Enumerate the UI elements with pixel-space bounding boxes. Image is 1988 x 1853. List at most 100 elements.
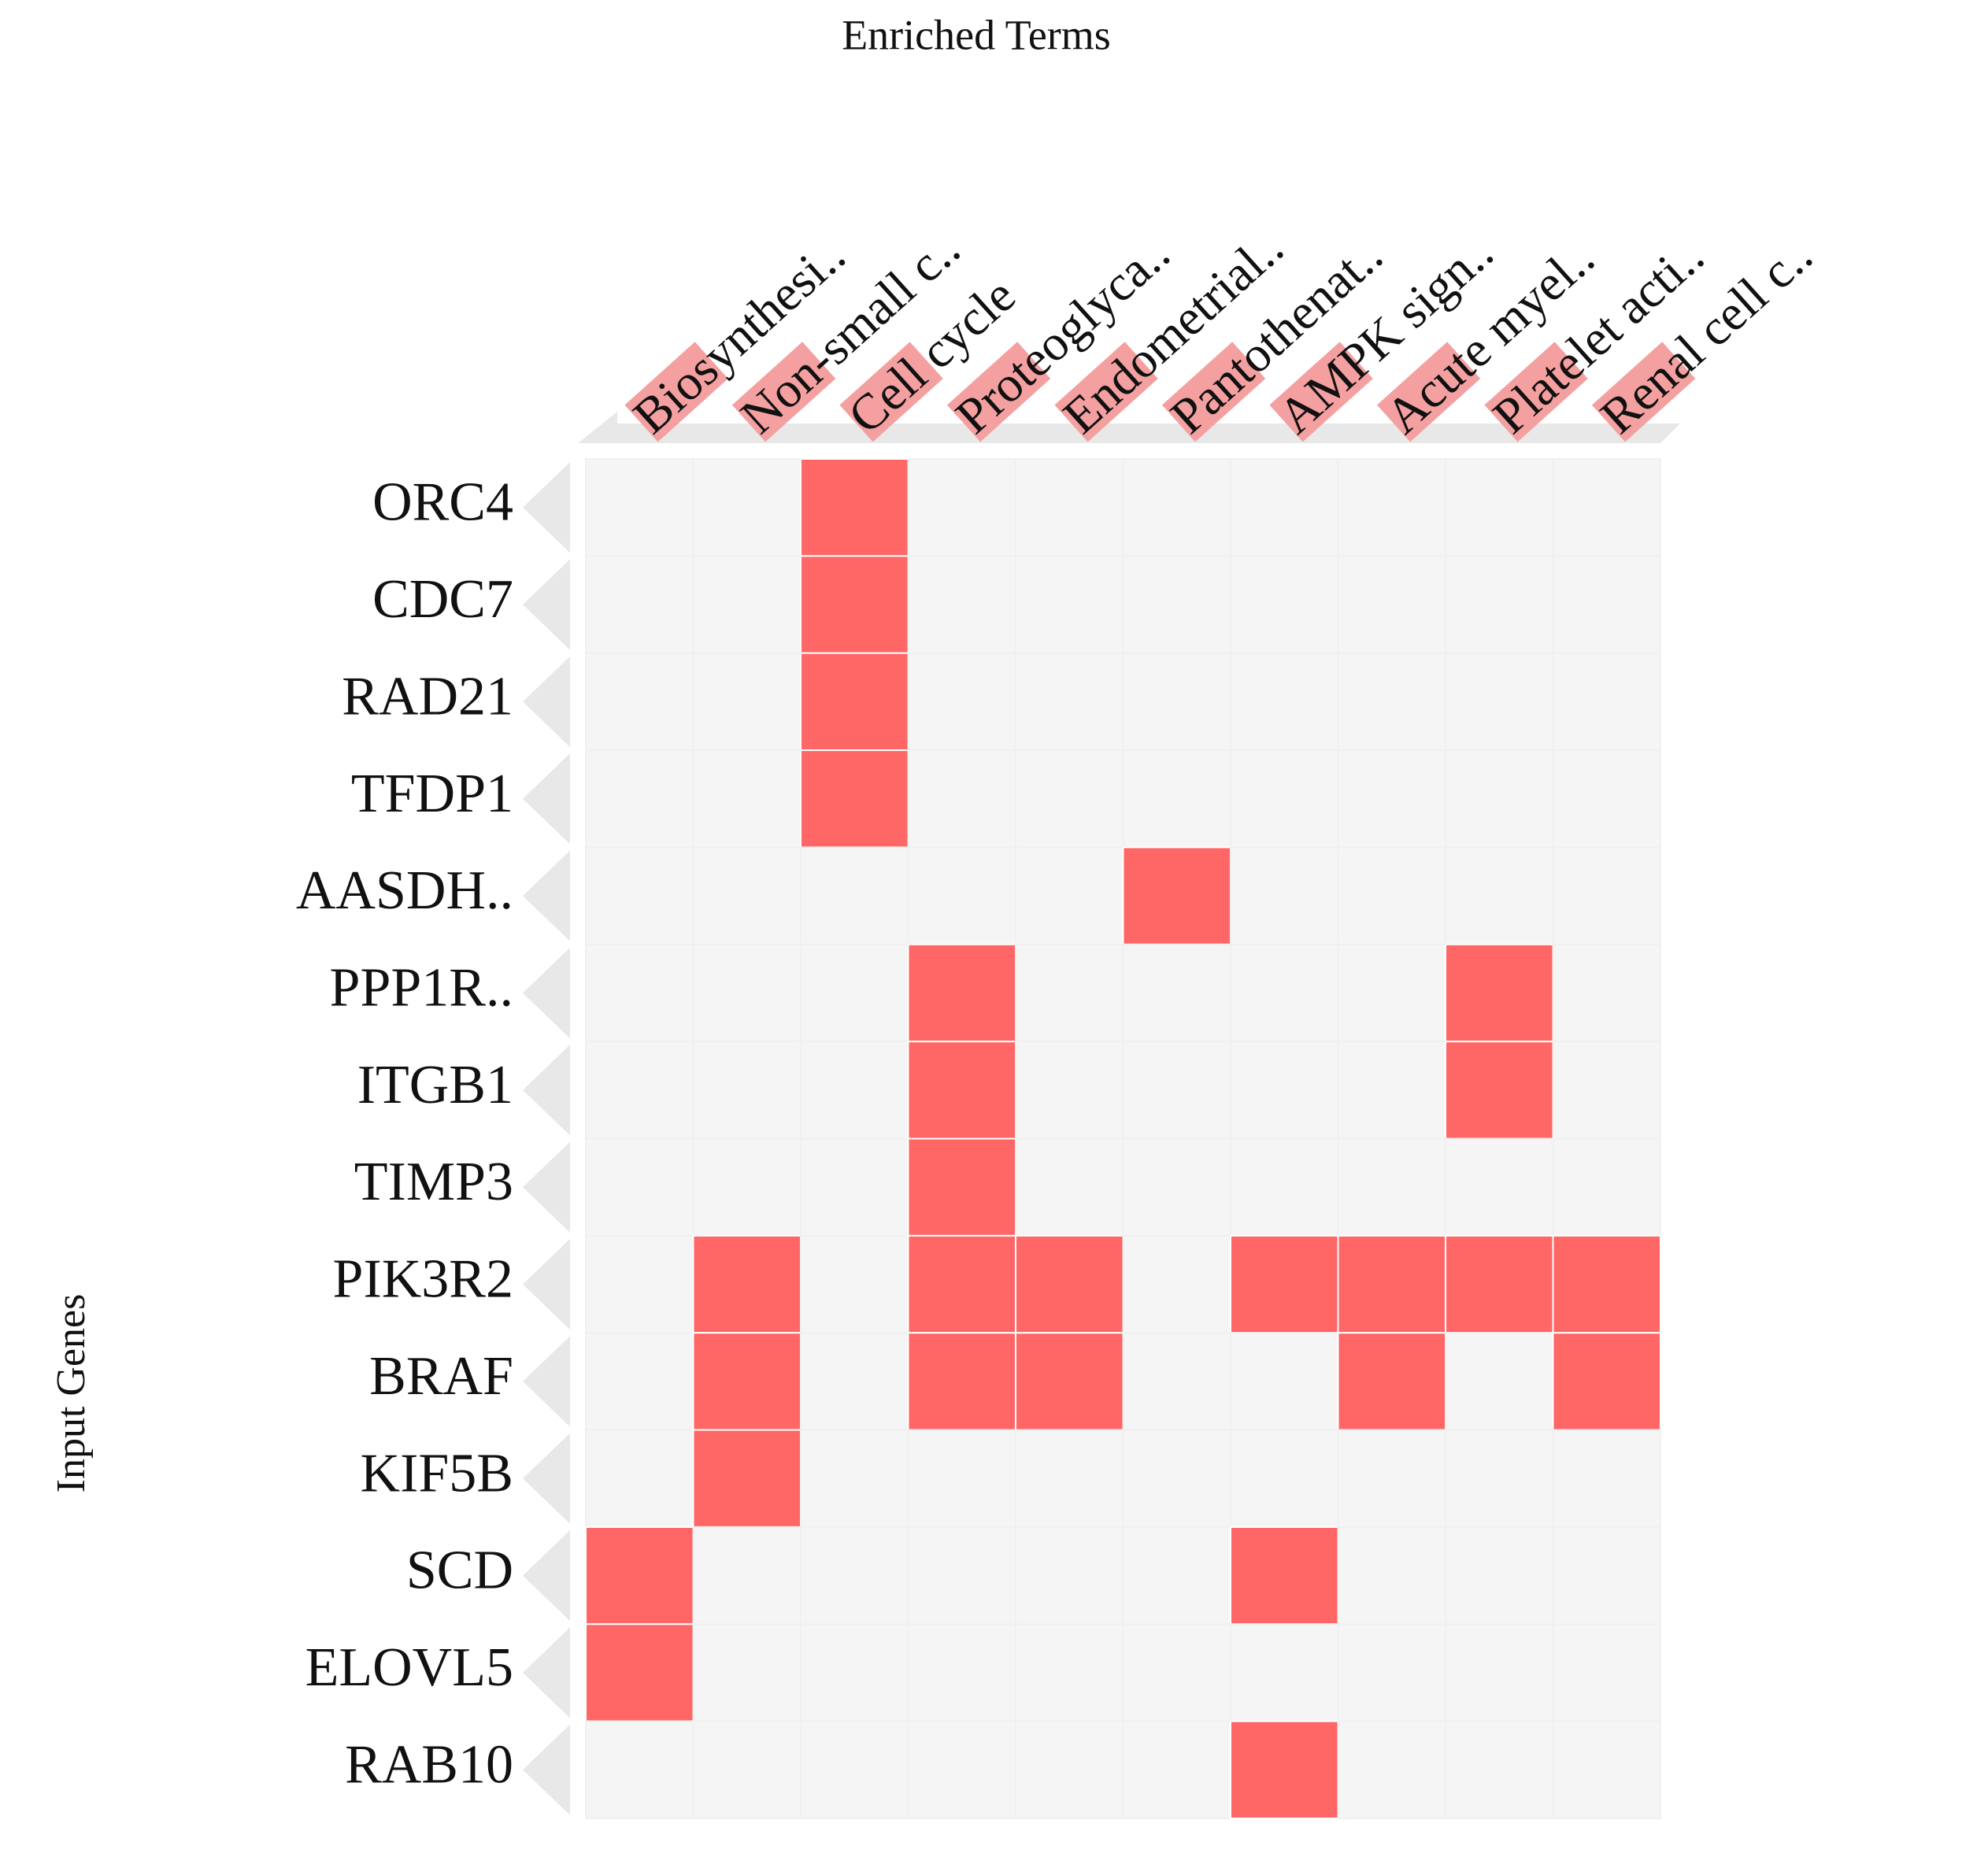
row-marker — [523, 1336, 570, 1427]
heatmap-cell — [1445, 1041, 1554, 1140]
heatmap-cell — [585, 1623, 694, 1722]
heatmap-cell — [1445, 1526, 1554, 1626]
heatmap-cell — [1230, 846, 1339, 945]
heatmap-cell — [1230, 943, 1339, 1043]
heatmap-cell — [800, 1623, 909, 1722]
row-marker — [523, 1724, 570, 1815]
heatmap-cell — [1015, 1526, 1124, 1626]
heatmap-cell — [1552, 1234, 1661, 1334]
heatmap-cell — [585, 1041, 694, 1140]
heatmap-cell — [1552, 1526, 1661, 1626]
heatmap-cell — [907, 1234, 1016, 1334]
y-axis-title: Input Genes — [49, 1294, 94, 1493]
heatmap-cell — [1122, 1720, 1231, 1819]
heatmap-cell — [1445, 652, 1554, 752]
column-label-highlight — [1161, 342, 1266, 442]
heatmap-cell — [1337, 1526, 1446, 1626]
heatmap-cell — [692, 1526, 801, 1626]
heatmap-cell — [1445, 1332, 1554, 1431]
row-marker — [523, 1141, 570, 1233]
heatmap-cell — [1552, 458, 1661, 557]
heatmap-cell — [1552, 1332, 1661, 1431]
heatmap-cell — [585, 1720, 694, 1819]
heatmap-cell — [1015, 1429, 1124, 1528]
heatmap-cell — [692, 1041, 801, 1140]
column-label-highlight — [839, 342, 943, 442]
heatmap-cell — [585, 846, 694, 945]
row-marker — [523, 850, 570, 941]
row-marker — [523, 559, 570, 650]
heatmap-cell — [1552, 652, 1661, 752]
row-label: KIF5B — [361, 1443, 513, 1503]
heatmap-cell — [692, 1332, 801, 1431]
row-label: PIK3R2 — [333, 1249, 513, 1310]
heatmap-cell — [1337, 652, 1446, 752]
heatmap-cell — [585, 1332, 694, 1431]
column-label-highlight — [624, 342, 728, 442]
heatmap-cell — [907, 1623, 1016, 1722]
heatmap-cell — [1122, 1526, 1231, 1626]
row-label: TIMP3 — [354, 1152, 513, 1212]
heatmap-cell — [585, 1429, 694, 1528]
row-label: ITGB1 — [357, 1055, 513, 1115]
heatmap-cell — [692, 1720, 801, 1819]
heatmap-cell — [1122, 1041, 1231, 1140]
heatmap-cell — [1337, 1234, 1446, 1334]
heatmap-cell — [1337, 1429, 1446, 1528]
heatmap-cell — [1230, 1234, 1339, 1334]
heatmap-cell — [907, 1720, 1016, 1819]
heatmap-cell — [1015, 749, 1124, 849]
heatmap-cell — [907, 652, 1016, 752]
heatmap-cell — [1015, 1720, 1124, 1819]
column-label-highlight — [1269, 342, 1373, 442]
row-marker — [523, 753, 570, 845]
heatmap-cell — [907, 1137, 1016, 1237]
heatmap-cell — [1122, 1623, 1231, 1722]
heatmap-cell — [800, 749, 909, 849]
row-label: RAD21 — [342, 666, 513, 727]
heatmap-cell — [907, 943, 1016, 1043]
heatmap-cell — [1445, 1720, 1554, 1819]
heatmap-cell — [1230, 1041, 1339, 1140]
heatmap-cell — [585, 749, 694, 849]
heatmap-cell — [1337, 1623, 1446, 1722]
heatmap-cell — [692, 846, 801, 945]
row-marker — [523, 1238, 570, 1330]
heatmap-cell — [692, 1234, 801, 1334]
heatmap-cell — [1015, 1137, 1124, 1237]
row-marker — [523, 1627, 570, 1718]
column-label-highlight — [1484, 342, 1588, 442]
heatmap-cell — [1230, 652, 1339, 752]
heatmap-cell — [907, 1429, 1016, 1528]
heatmap-cell — [800, 555, 909, 654]
heatmap-cell — [1445, 1623, 1554, 1722]
row-label: CDC7 — [372, 569, 513, 630]
heatmap-cell — [1337, 555, 1446, 654]
heatmap-cell — [800, 1234, 909, 1334]
heatmap-cell — [1230, 1429, 1339, 1528]
heatmap-cell — [800, 652, 909, 752]
heatmap-cell — [1337, 458, 1446, 557]
heatmap-cell — [1015, 1234, 1124, 1334]
row-label: BRAF — [369, 1346, 513, 1407]
heatmap-cell — [800, 1137, 909, 1237]
heatmap-cell — [692, 1429, 801, 1528]
heatmap-cell — [1445, 555, 1554, 654]
heatmap-cell — [1445, 943, 1554, 1043]
heatmap-cell — [1015, 458, 1124, 557]
heatmap-cell — [1230, 1137, 1339, 1237]
heatmap-cell — [800, 1429, 909, 1528]
row-marker — [523, 462, 570, 553]
heatmap-cell — [1122, 1234, 1231, 1334]
column-label-highlight — [731, 342, 836, 442]
heatmap-cell — [1122, 1332, 1231, 1431]
heatmap-cell — [1230, 1332, 1339, 1431]
column-header-corner — [578, 412, 617, 443]
heatmap-cell — [800, 1720, 909, 1819]
heatmap-cell — [1552, 1720, 1661, 1819]
heatmap-cell — [1122, 943, 1231, 1043]
heatmap-cell — [1552, 1137, 1661, 1237]
heatmap-cell — [1015, 1041, 1124, 1140]
heatmap-cell — [1122, 652, 1231, 752]
heatmap-cell — [585, 652, 694, 752]
